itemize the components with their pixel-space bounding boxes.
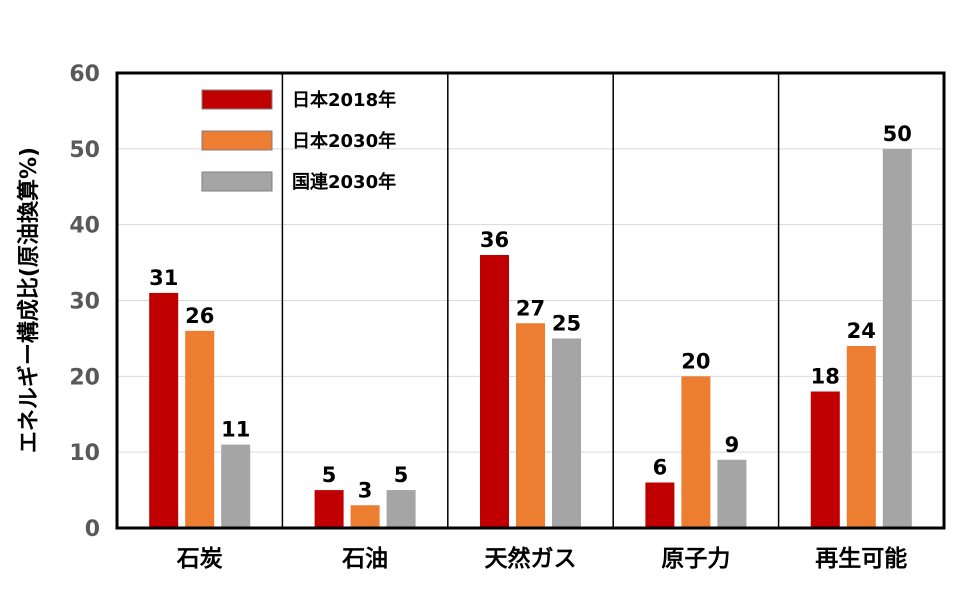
data-label: 26 [185,304,214,328]
bar [846,346,876,528]
x-tick-label: 石炭 [176,546,223,572]
legend-label: 国連2030年 [292,171,396,193]
data-label: 3 [358,478,373,502]
legend-swatch [201,130,273,151]
y-tick-label: 50 [69,138,100,163]
legend-swatch [201,171,273,192]
bar [645,482,675,528]
data-label: 6 [653,456,668,480]
bar [221,444,251,528]
data-label: 5 [322,463,337,487]
bar [810,391,840,528]
y-axis-title: エネルギー構成比(原油換算%) [16,147,42,453]
data-label: 20 [681,349,710,373]
y-tick-label: 10 [69,441,100,466]
x-tick-label: 石油 [341,546,388,572]
x-tick-label: 原子力 [661,546,730,572]
bar [681,376,711,528]
bar [480,255,509,528]
x-tick-label: 天然ガス [485,545,577,572]
y-tick-label: 0 [85,517,100,542]
data-label: 11 [221,418,250,442]
data-label: 5 [394,463,409,487]
data-label: 24 [847,319,876,343]
legend-label: 日本2018年 [292,89,396,111]
legend-swatch [201,89,273,110]
bar [185,330,215,528]
data-label: 18 [811,365,840,389]
bar [882,148,912,529]
legend-label: 日本2030年 [292,130,396,152]
data-label: 50 [883,122,912,146]
bar [386,490,416,528]
x-tick-label: 再生可能 [815,545,907,572]
y-tick-label: 60 [69,62,100,87]
y-tick-label: 30 [69,290,100,315]
bar [314,490,344,528]
bar [516,323,545,528]
y-tick-label: 20 [69,365,100,390]
bar [552,338,581,528]
data-label: 36 [480,228,509,252]
plot-frame [115,71,946,530]
data-label: 25 [552,311,581,335]
y-tick-label: 40 [69,214,100,239]
bar [149,292,179,528]
data-label: 27 [516,296,545,320]
bar [350,505,380,528]
data-label: 31 [149,266,178,290]
data-label: 9 [725,433,740,457]
bar [717,459,747,528]
